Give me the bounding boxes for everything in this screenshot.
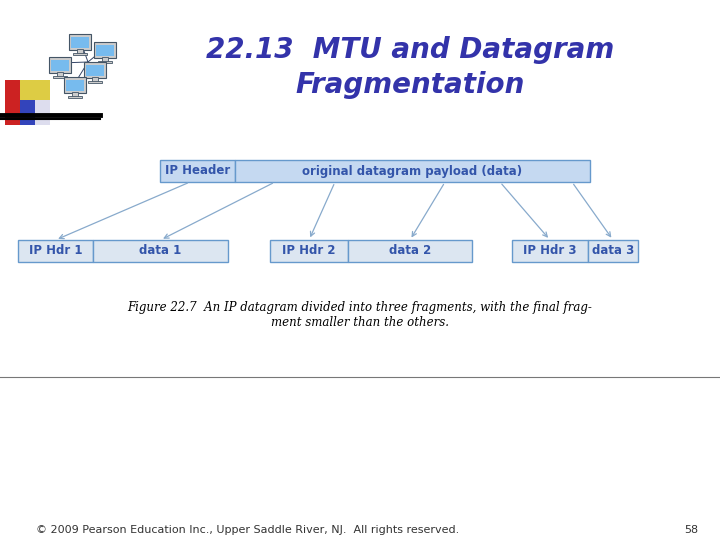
Bar [18,240,93,262]
Bar [69,34,91,50]
Bar [94,42,116,58]
Bar [160,160,235,182]
Bar [84,62,106,78]
Text: data 1: data 1 [140,245,181,258]
Text: data 3: data 3 [592,245,634,258]
Bar [588,240,638,262]
Text: IP Hdr 3: IP Hdr 3 [523,245,577,258]
Bar [88,81,102,83]
Bar [77,49,83,54]
Bar [86,65,104,76]
Bar [348,240,472,262]
Text: IP Hdr 1: IP Hdr 1 [29,245,82,258]
Bar [20,80,35,125]
Bar [20,80,50,100]
Text: IP Header: IP Header [165,165,230,178]
Text: 22.13  MTU and Datagram: 22.13 MTU and Datagram [206,36,614,64]
Text: original datagram payload (data): original datagram payload (data) [302,165,523,178]
Bar [102,57,108,62]
Bar [64,77,86,93]
Bar [51,60,69,71]
Text: data 2: data 2 [389,245,431,258]
Text: Figure 22.7  An IP datagram divided into three fragments, with the final frag-: Figure 22.7 An IP datagram divided into … [127,301,593,314]
Bar [92,77,98,82]
Bar [57,72,63,77]
Bar [53,76,67,78]
Text: 58: 58 [684,525,698,535]
Text: Fragmentation: Fragmentation [295,71,525,99]
Bar [5,80,20,125]
Bar [235,160,590,182]
Bar [93,240,228,262]
Bar [72,92,78,97]
Bar [270,240,348,262]
Text: ment smaller than the others.: ment smaller than the others. [271,315,449,328]
Text: © 2009 Pearson Education Inc., Upper Saddle River, NJ.  All rights reserved.: © 2009 Pearson Education Inc., Upper Sad… [36,525,459,535]
Bar [71,37,89,48]
Bar [49,57,71,73]
Bar [98,61,112,63]
Bar [512,240,588,262]
Bar [68,96,82,98]
Text: IP Hdr 2: IP Hdr 2 [282,245,336,258]
Bar [96,45,114,56]
Bar [35,80,50,125]
Bar [73,53,87,55]
Bar [66,80,84,91]
